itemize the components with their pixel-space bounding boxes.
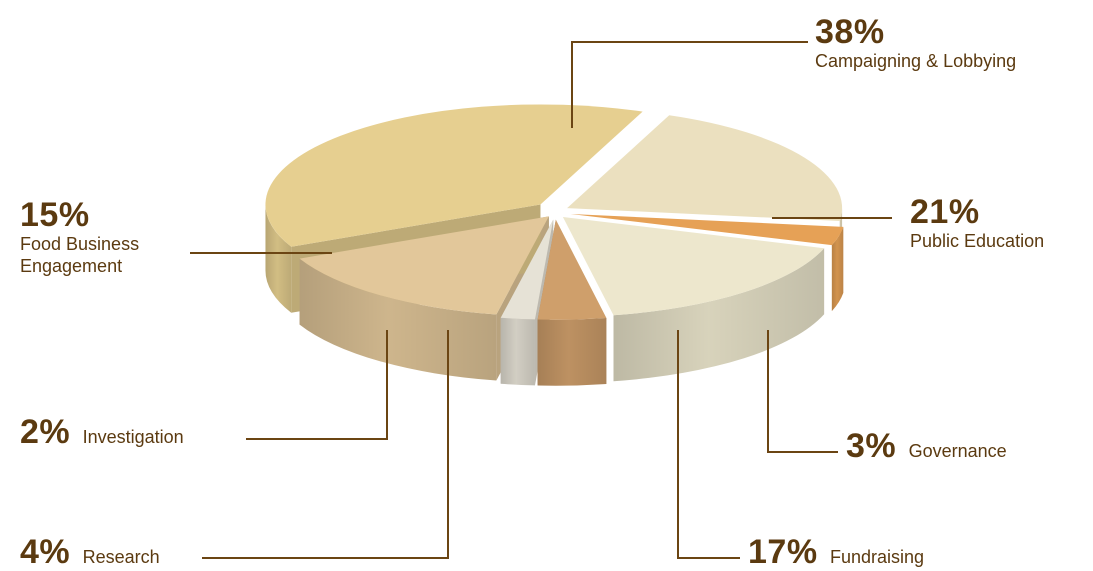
callout-food-business: 15% Food Business Engagement	[20, 197, 139, 277]
slice-value-label: 3%	[846, 427, 897, 465]
slice-value-label: 2%	[20, 413, 71, 451]
slice-category-label: Investigation	[82, 427, 184, 447]
callout-investigation: 2% Investigation	[20, 414, 184, 450]
leader-line	[677, 330, 740, 559]
slice-category-label: Governance	[908, 441, 1007, 461]
leader-line	[202, 330, 449, 559]
slice-category-label: Research	[82, 547, 160, 567]
callout-research: 4% Research	[20, 534, 160, 570]
leader-line	[767, 330, 838, 453]
leader-line	[246, 330, 388, 440]
slice-category-label: Fundraising	[830, 547, 925, 567]
callout-governance: 3% Governance	[846, 428, 1007, 464]
pie-slice-governance	[570, 213, 844, 246]
slice-tops	[265, 104, 844, 320]
pie-slice-side-shade	[265, 204, 292, 313]
pie-slice-side-shade	[831, 226, 844, 312]
leader-line	[571, 41, 808, 128]
callout-campaigning: 38% Campaigning & Lobbying	[815, 14, 1016, 72]
slice-category-label-line-1: Food Business	[20, 234, 140, 254]
callout-public-education: 21% Public Education	[910, 194, 1044, 252]
slice-value-label: 4%	[20, 533, 71, 571]
slice-value-label: 21%	[910, 193, 980, 231]
callout-fundraising: 17% Fundraising	[748, 534, 924, 570]
pie-slice-public-education	[567, 115, 843, 221]
slice-value-label: 38%	[815, 13, 885, 51]
pie-slice-side-shade	[500, 317, 535, 386]
pie-slice-campaigning-lobbying	[265, 104, 643, 247]
slice-value-label: 15%	[20, 196, 90, 234]
slice-category-label: Campaigning & Lobbying	[815, 51, 1017, 71]
pie-slice-side-shade	[537, 317, 607, 386]
slice-value-label: 17%	[748, 533, 818, 571]
pie-slice-side-shade	[613, 248, 825, 382]
pie-slice-food-business-engagement	[299, 216, 549, 315]
slice-category-label: Public Education	[910, 231, 1045, 251]
leader-lines	[190, 41, 892, 559]
pie-slice-investigation	[500, 219, 554, 320]
slice-category-label-line-2: Engagement	[20, 256, 123, 276]
pie-slice-research	[537, 219, 607, 320]
pie-slice-fundraising	[562, 216, 825, 316]
